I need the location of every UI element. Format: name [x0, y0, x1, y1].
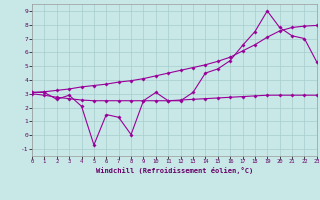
X-axis label: Windchill (Refroidissement éolien,°C): Windchill (Refroidissement éolien,°C): [96, 167, 253, 174]
